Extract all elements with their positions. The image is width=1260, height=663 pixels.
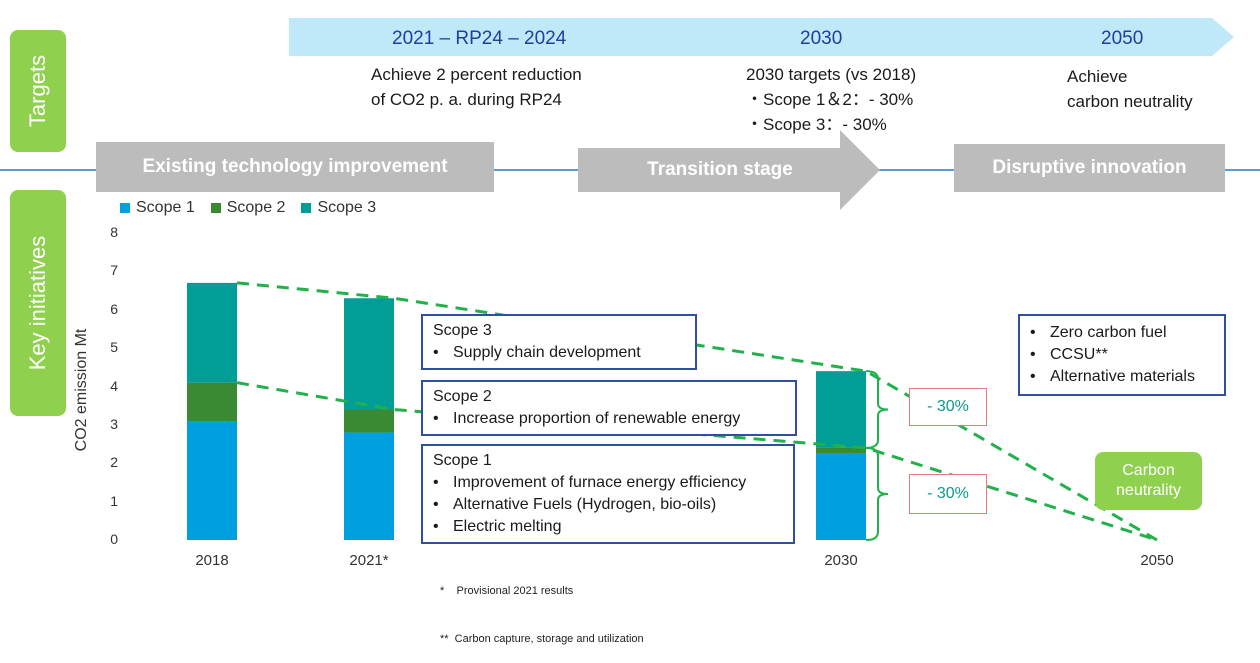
x-tick-label: 2030 [824, 552, 858, 569]
x-tick-label: 2050 [1140, 552, 1174, 569]
stage-transition-label: Transition stage [647, 159, 793, 180]
bar-scope3-0 [187, 282, 237, 383]
scope3-box: Scope 3 Supply chain development [421, 314, 697, 370]
target-2021-line: of CO2 p. a. during RP24 [371, 90, 562, 109]
legend-item-scope1: Scope 1 [120, 199, 195, 217]
y-tick-label: 3 [110, 415, 118, 432]
scope1-box-item: Electric melting [433, 516, 783, 538]
brace-scope12 [865, 446, 889, 541]
initiatives-label: Key initiatives [10, 190, 66, 416]
target-2030-line: 2030 targets (vs 2018) [746, 65, 917, 84]
future-initiatives-box: Zero carbon fuel CCSU** Alternative mate… [1018, 314, 1226, 396]
legend-item-scope3: Scope 3 [301, 199, 376, 217]
bar-scope1-0 [187, 421, 237, 540]
y-tick-label: 7 [110, 262, 118, 279]
legend-swatch-scope1 [120, 203, 130, 213]
scope1-box: Scope 1 Improvement of furnace energy ef… [421, 444, 795, 544]
stage-transition: Transition stage [578, 148, 862, 192]
bar-scope3-2 [816, 371, 866, 448]
y-tick-label: 8 [110, 224, 118, 240]
target-2021-line: Achieve 2 percent reduction [371, 65, 582, 84]
reduction-lower-badge: - 30% [909, 474, 987, 514]
reduction-lower-text: - 30% [927, 485, 969, 502]
brace-scope3 [865, 370, 889, 449]
legend-item-scope2: Scope 2 [210, 199, 286, 217]
reduction-upper-text: - 30% [927, 398, 969, 415]
future-item: Zero carbon fuel [1030, 322, 1214, 344]
footnotes: * Provisional 2021 results ** Carbon cap… [440, 551, 644, 663]
y-tick-label: 4 [110, 377, 118, 394]
bar-scope1-1 [344, 432, 394, 540]
timeline-arrow [289, 18, 1234, 56]
targets-label: Targets [10, 30, 66, 152]
target-2030-line: ・Scope 1＆2：- 30% [746, 90, 914, 109]
stage-existing: Existing technology improvement [96, 142, 494, 192]
scope2-box-item: Increase proportion of renewable energy [433, 408, 785, 430]
target-2030-line: ・Scope 3：- 30% [746, 115, 887, 134]
chart-legend: Scope 1 Scope 2 Scope 3 [120, 199, 392, 217]
future-item: CCSU** [1030, 344, 1214, 366]
scope2-box-title: Scope 2 [433, 388, 492, 405]
reduction-upper-badge: - 30% [909, 388, 987, 426]
legend-label-scope2: Scope 2 [226, 199, 286, 216]
timeline-label-2021: 2021 – RP24 – 2024 [392, 28, 567, 49]
scope3-box-title: Scope 3 [433, 322, 492, 339]
scope1-box-item: Alternative Fuels (Hydrogen, bio-oils) [433, 494, 783, 516]
target-2021-desc: Achieve 2 percent reduction of CO2 p. a.… [371, 62, 582, 112]
y-tick-label: 1 [110, 492, 118, 509]
y-tick-label: 2 [110, 454, 118, 471]
stage-disruptive: Disruptive innovation [954, 144, 1225, 192]
legend-label-scope3: Scope 3 [317, 199, 377, 216]
legend-label-scope1: Scope 1 [136, 199, 195, 216]
future-item: Alternative materials [1030, 366, 1214, 388]
target-2050-line: Achieve [1067, 67, 1128, 86]
y-tick-label: 5 [110, 339, 118, 356]
stage-disruptive-label: Disruptive innovation [992, 157, 1187, 178]
legend-swatch-scope2 [210, 203, 221, 213]
carbon-neutrality-line: neutrality [1116, 482, 1181, 499]
trend-line-total [236, 281, 1158, 542]
scope2-box: Scope 2 Increase proportion of renewable… [421, 380, 797, 436]
emission-chart [187, 281, 1158, 542]
carbon-neutrality-line: Carbon [1122, 462, 1175, 479]
footnote-ccsu: ** Carbon capture, storage and utilizati… [440, 633, 644, 645]
timeline-label-2030: 2030 [800, 28, 843, 49]
y-tick-label: 0 [110, 531, 118, 547]
stage-transition-arrow [578, 130, 880, 210]
stage-existing-label: Existing technology improvement [142, 156, 448, 177]
trend-line-scope12 [236, 381, 1158, 542]
target-2050-desc: Achieve carbon neutrality [1067, 64, 1193, 114]
scope1-box-item: Improvement of furnace energy efficiency [433, 472, 783, 494]
bar-scope3-1 [344, 298, 394, 410]
legend-swatch-scope3 [301, 203, 312, 213]
footnote-provisional: * Provisional 2021 results [440, 585, 574, 597]
bar-scope2-1 [344, 409, 394, 433]
carbon-neutrality-badge: Carbon neutrality [1095, 452, 1202, 510]
y-tick-label: 6 [110, 300, 118, 317]
x-tick-label: 2021* [349, 552, 389, 569]
x-tick-label: 2018 [195, 552, 229, 569]
bar-scope1-2 [816, 453, 866, 540]
target-2030-desc: 2030 targets (vs 2018) ・Scope 1＆2：- 30% … [746, 62, 916, 137]
scope1-box-title: Scope 1 [433, 452, 492, 469]
timeline-label-2050: 2050 [1101, 28, 1144, 49]
target-2050-line: carbon neutrality [1067, 92, 1193, 111]
bar-scope2-0 [187, 382, 237, 422]
scope3-box-item: Supply chain development [433, 342, 685, 364]
bar-scope2-2 [816, 447, 866, 454]
